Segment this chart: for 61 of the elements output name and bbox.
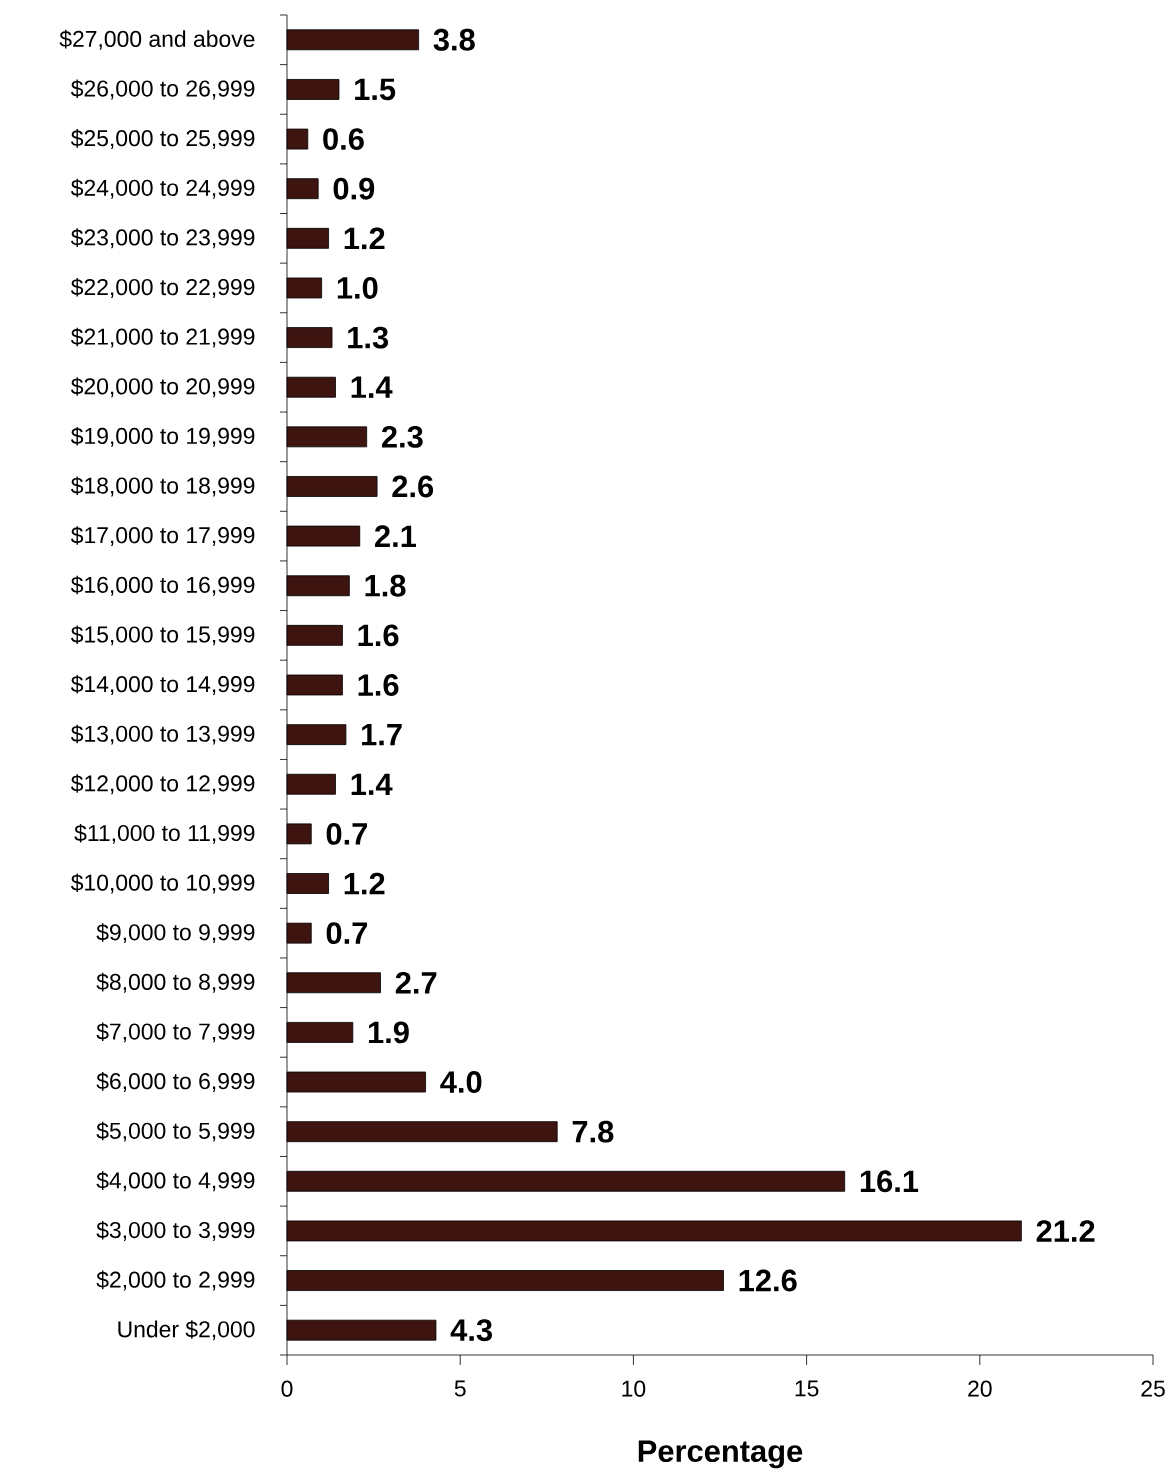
data-label: 1.3 (348, 326, 389, 349)
y-tick-label: $9,000 to 9,999 (96, 923, 255, 944)
data-label: 3.8 (433, 28, 475, 51)
x-tick-label: 10 (622, 1380, 646, 1397)
data-label: 16.1 (860, 1170, 919, 1193)
data-label: 0.6 (323, 128, 364, 150)
x-tick-label: 5 (454, 1380, 466, 1397)
y-tick-label: $19,000 to 19,999 (70, 426, 255, 447)
x-tick-label: 15 (795, 1380, 819, 1397)
data-label: 0.9 (333, 177, 375, 200)
y-tick-label: $25,000 to 25,999 (70, 129, 255, 150)
x-tick-label: 25 (1141, 1380, 1165, 1397)
data-label: 4.0 (440, 1071, 482, 1093)
y-tick-label: $5,000 to 5,999 (96, 1121, 255, 1142)
x-axis-title: Percentage (638, 1440, 803, 1469)
y-tick-label: $13,000 to 13,999 (70, 724, 255, 745)
y-tick-label: $21,000 to 21,999 (70, 327, 255, 348)
y-tick-label: $11,000 to 11,999 (74, 823, 255, 844)
data-label: 1.4 (351, 376, 393, 398)
data-label: 2.7 (395, 972, 437, 994)
data-label: 1.2 (344, 872, 385, 895)
y-tick-label: $12,000 to 12,999 (70, 774, 255, 795)
y-tick-label: $26,000 to 26,999 (70, 79, 255, 100)
data-label: 1.8 (365, 574, 406, 597)
y-tick-label: $27,000 and above (59, 29, 255, 50)
data-label: 1.7 (362, 724, 402, 746)
y-tick-label: $7,000 to 7,999 (96, 1022, 255, 1043)
data-label: 1.6 (358, 624, 399, 647)
data-label: 4.3 (450, 1319, 492, 1342)
data-label: 2.3 (381, 425, 423, 448)
y-tick-label: $4,000 to 4,999 (96, 1171, 255, 1192)
data-label: 2.6 (392, 475, 434, 498)
data-label: 1.2 (344, 227, 385, 250)
y-tick-label: $14,000 to 14,999 (70, 675, 255, 695)
data-label: 1.5 (355, 78, 396, 101)
y-tick-label: $15,000 to 15,999 (70, 625, 255, 646)
y-tick-label: $20,000 to 20,999 (70, 377, 255, 398)
y-tick-label: $23,000 to 23,999 (70, 228, 255, 249)
x-tick-label: 20 (968, 1380, 992, 1397)
data-label: 7.8 (572, 1120, 614, 1143)
y-tick-label: $2,000 to 2,999 (96, 1270, 255, 1291)
x-tick-label: 0 (281, 1380, 293, 1397)
data-label: 1.0 (337, 277, 378, 299)
data-label: 0.7 (326, 922, 368, 945)
y-tick-label: $22,000 to 22,999 (70, 278, 255, 298)
data-label: 1.6 (358, 674, 399, 696)
data-label: 1.9 (368, 1021, 409, 1044)
y-tick-label: Under $2,000 (118, 1320, 255, 1341)
data-label: 1.4 (351, 773, 393, 795)
y-tick-label: $8,000 to 8,999 (96, 972, 255, 993)
y-tick-label: $10,000 to 10,999 (70, 873, 255, 894)
y-tick-label: $16,000 to 16,999 (70, 575, 255, 596)
y-tick-label: $17,000 to 17,999 (70, 526, 255, 547)
data-label: 21.2 (1036, 1220, 1095, 1242)
y-tick-label: $6,000 to 6,999 (96, 1072, 255, 1092)
data-label: 2.1 (375, 525, 417, 547)
data-label: 12.6 (739, 1269, 797, 1292)
data-label: 0.7 (326, 822, 368, 845)
y-tick-label: $3,000 to 3,999 (96, 1220, 255, 1241)
y-tick-label: $24,000 to 24,999 (70, 178, 255, 199)
y-tick-label: $18,000 to 18,999 (70, 476, 255, 497)
